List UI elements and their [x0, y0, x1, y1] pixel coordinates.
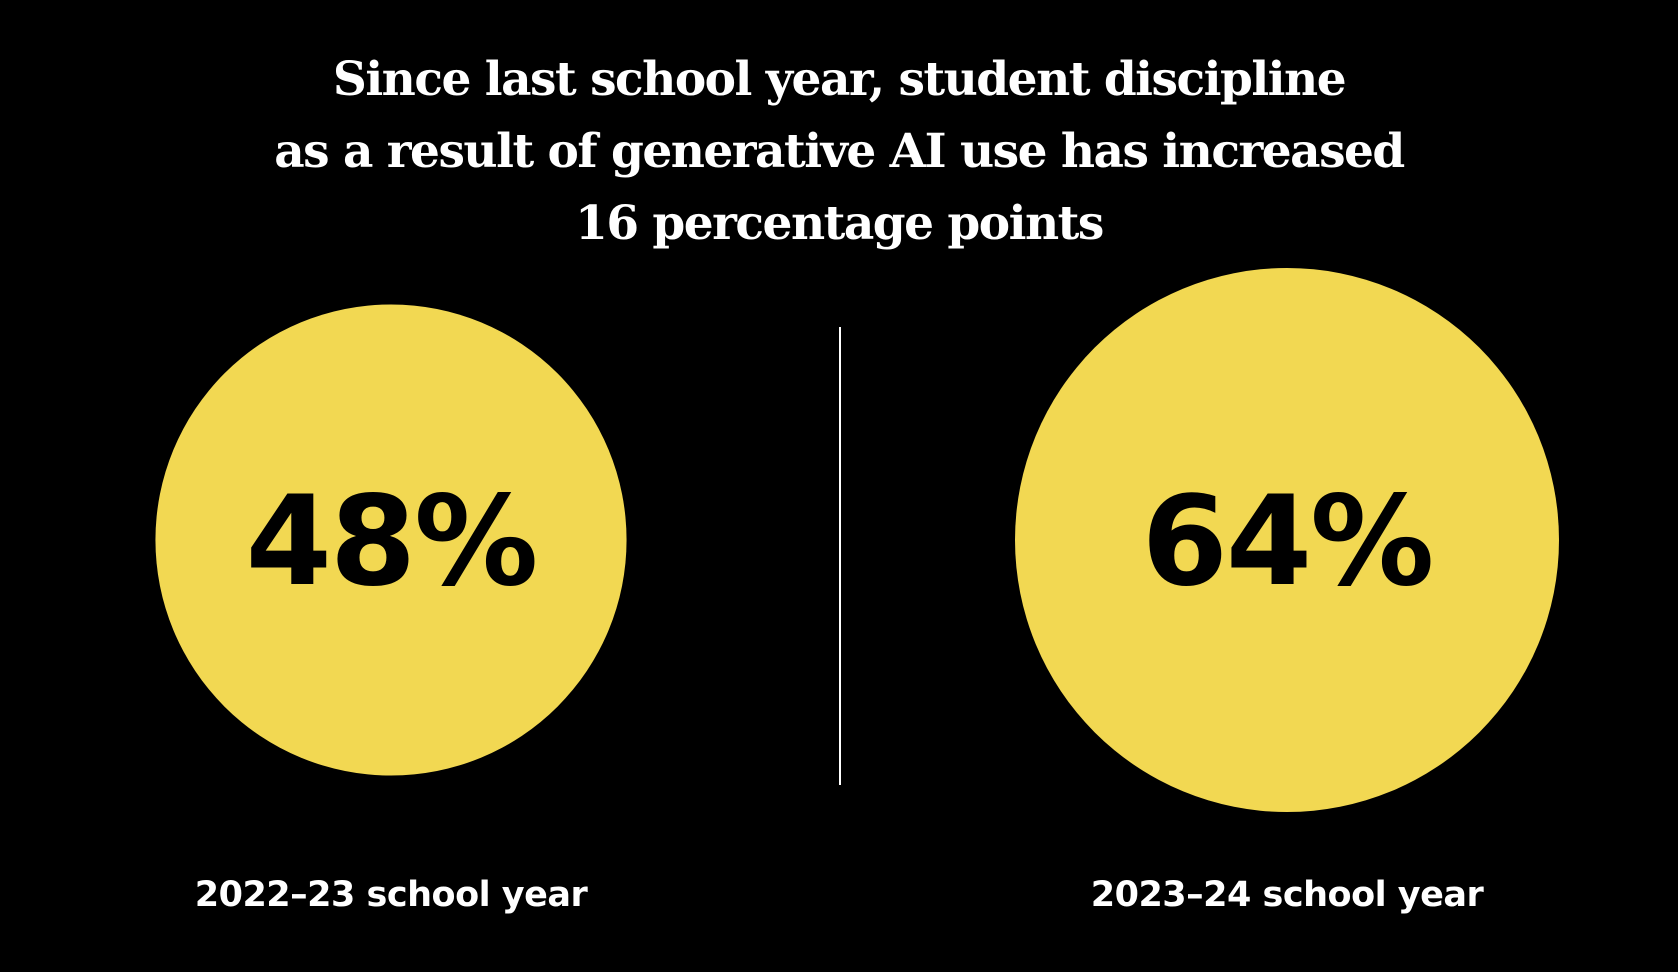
- bubble-1: [155, 304, 627, 776]
- chart-title-line-2: as a result of generative AI use has inc…: [274, 124, 1405, 179]
- category-label-1: 2022–23 school year: [195, 875, 589, 915]
- chart-title: Since last school year, student discipli…: [0, 44, 1678, 260]
- category-label-2: 2023–24 school year: [1091, 875, 1485, 915]
- chart-title-line-3: 16 percentage points: [575, 196, 1104, 251]
- bubble-2: [1015, 268, 1559, 812]
- bubble-group: 48% 2022–23 school year 64% 2023–24 school …: [155, 268, 1559, 915]
- chart-title-line-1: Since last school year, student discipli…: [332, 52, 1347, 107]
- bubble-value-label-2: 64%: [1142, 470, 1433, 614]
- bubble-value-label-1: 48%: [246, 470, 537, 614]
